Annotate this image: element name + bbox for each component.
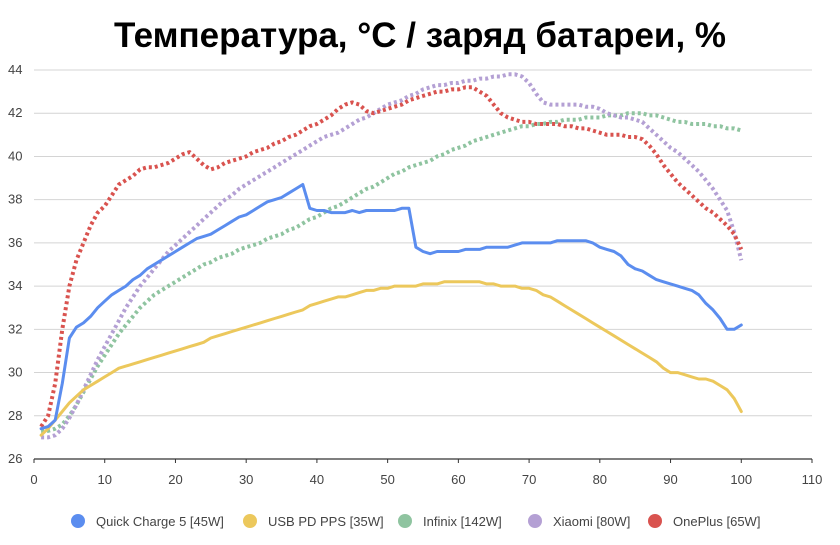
series-line-usb	[39, 280, 743, 437]
y-tick-label: 26	[8, 451, 22, 466]
legend-swatch	[398, 514, 412, 528]
series-line-oneplus	[39, 85, 744, 428]
series-lines	[39, 72, 744, 440]
y-tick-label: 30	[8, 365, 22, 380]
y-tick-label: 34	[8, 278, 22, 293]
x-tick-label: 10	[97, 472, 111, 487]
x-tick-label: 30	[239, 472, 253, 487]
x-tick-label: 40	[310, 472, 324, 487]
y-tick-label: 28	[8, 408, 22, 423]
series-line-infinix	[41, 111, 742, 433]
x-tick-label: 60	[451, 472, 465, 487]
legend: Quick Charge 5 [45W] USB PD PPS [35W] Infi…	[71, 514, 760, 529]
legend-swatch	[648, 514, 662, 528]
legend-label: Infinix [142W]	[423, 514, 502, 529]
x-tick-label: 80	[593, 472, 607, 487]
x-tick-label: 20	[168, 472, 182, 487]
legend-label: Xiaomi [80W]	[553, 514, 630, 529]
legend-swatch	[71, 514, 85, 528]
y-tick-label: 42	[8, 105, 22, 120]
legend-label: OnePlus [65W]	[673, 514, 760, 529]
x-tick-label: 50	[380, 472, 394, 487]
grid-lines	[34, 69, 812, 460]
legend-swatch	[528, 514, 542, 528]
y-tick-label: 32	[8, 321, 22, 336]
series-line-quick	[39, 183, 743, 431]
legend-label: USB PD PPS [35W]	[268, 514, 384, 529]
legend-swatch	[243, 514, 257, 528]
y-axis-ticks: 26 28 30 32 34 36 38 40 42 44	[8, 62, 22, 466]
y-tick-label: 38	[8, 192, 22, 207]
x-tick-label: 90	[663, 472, 677, 487]
y-tick-label: 36	[8, 235, 22, 250]
y-tick-label: 40	[8, 148, 22, 163]
x-tick-label: 0	[30, 472, 37, 487]
series-line-xiaomi	[41, 72, 744, 440]
y-tick-label: 44	[8, 62, 22, 77]
x-tick-label: 100	[730, 472, 752, 487]
x-tick-label: 70	[522, 472, 536, 487]
x-axis-ticks: 0 10 20 30 40 50 60 70 80 90 100 110	[30, 459, 822, 487]
chart-title: Температура, °C / заряд батареи, %	[114, 16, 726, 55]
legend-label: Quick Charge 5 [45W]	[96, 514, 224, 529]
x-tick-label: 110	[802, 472, 823, 487]
